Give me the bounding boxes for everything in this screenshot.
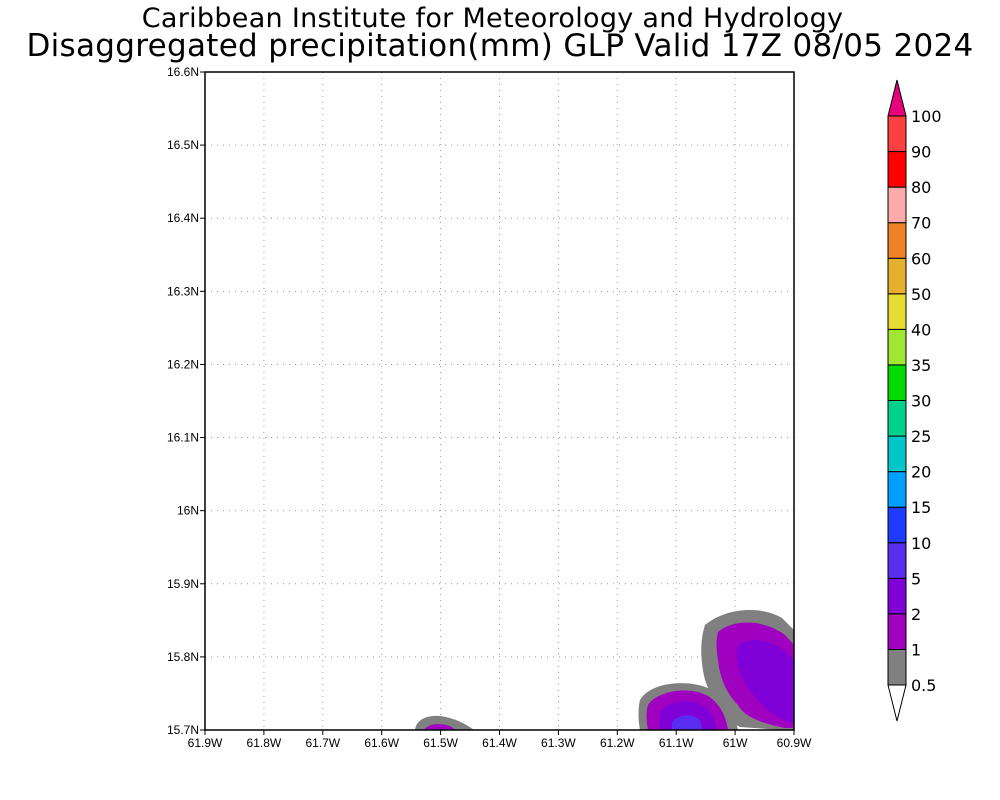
lat-tick-label: 16.5N bbox=[167, 138, 199, 152]
colorbar-swatch bbox=[887, 542, 907, 579]
latitude-tick-labels: 16.6N 16.5N 16.4N 16.3N 16.2N 16.1N 16N 15.9N 15… bbox=[167, 65, 205, 737]
lon-tick-label: 61W bbox=[723, 736, 748, 750]
colorbar-swatch bbox=[887, 186, 907, 224]
lat-tick-label: 15.7N bbox=[167, 723, 199, 737]
precip-contour-1-c bbox=[424, 724, 455, 730]
colorbar-over-triangle bbox=[887, 79, 907, 117]
colorbar-swatch bbox=[887, 471, 907, 508]
map-gridlines bbox=[205, 72, 794, 730]
colorbar-swatch bbox=[887, 257, 907, 295]
colorbar-swatch bbox=[887, 115, 907, 153]
chart-title: Caribbean Institute for Meteorology and … bbox=[141, 3, 844, 34]
colorbar-level-label: 1 bbox=[911, 640, 921, 659]
colorbar-level-label: 35 bbox=[911, 356, 931, 375]
colorbar-swatch bbox=[887, 293, 907, 330]
colorbar-swatch bbox=[887, 400, 907, 437]
colorbar-level-label: 50 bbox=[911, 285, 931, 304]
lat-tick-label: 16N bbox=[177, 504, 199, 518]
lon-tick-label: 60.9W bbox=[777, 736, 812, 750]
colorbar-level-label: 70 bbox=[911, 214, 931, 233]
colorbar-swatch bbox=[887, 613, 907, 650]
colorbar-swatch bbox=[887, 648, 907, 686]
colorbar-level-label: 2 bbox=[911, 605, 921, 624]
precipitation-field bbox=[415, 609, 794, 730]
colorbar-level-label: 90 bbox=[911, 143, 931, 162]
lon-tick-label: 61.1W bbox=[659, 736, 694, 750]
precip-contour-5-b bbox=[672, 715, 703, 730]
lat-tick-label: 16.4N bbox=[167, 211, 199, 225]
colorbar-level-label: 20 bbox=[911, 463, 931, 482]
lat-tick-label: 15.8N bbox=[167, 650, 199, 664]
colorbar-swatch bbox=[887, 328, 907, 366]
colorbar-swatch bbox=[887, 506, 907, 544]
colorbar-swatch bbox=[887, 222, 907, 259]
colorbar-level-label: 10 bbox=[911, 534, 931, 553]
chart-subtitle: Disaggregated precipitation(mm) GLP Vali… bbox=[26, 28, 974, 64]
colorbar-level-label: 60 bbox=[911, 249, 931, 268]
lon-tick-label: 61.8W bbox=[247, 736, 282, 750]
lon-tick-label: 61.5W bbox=[423, 736, 458, 750]
lon-tick-label: 61.7W bbox=[305, 736, 340, 750]
colorbar-level-label: 100 bbox=[911, 107, 942, 126]
lon-tick-label: 61.3W bbox=[541, 736, 576, 750]
colorbar-level-label: 5 bbox=[911, 569, 921, 588]
colorbar-swatch bbox=[887, 435, 907, 473]
lat-tick-label: 16.6N bbox=[167, 65, 199, 79]
colorbar-level-label: 30 bbox=[911, 392, 931, 411]
colorbar-level-label: 15 bbox=[911, 498, 931, 517]
lon-tick-label: 61.2W bbox=[600, 736, 635, 750]
colorbar-swatch bbox=[887, 577, 907, 615]
colorbar-under-triangle bbox=[887, 684, 907, 722]
lon-tick-label: 61.6W bbox=[364, 736, 399, 750]
precip-contour-2 bbox=[736, 640, 794, 724]
lon-tick-label: 61.4W bbox=[482, 736, 517, 750]
colorbar-level-label: 80 bbox=[911, 178, 931, 197]
longitude-tick-labels: 61.9W 61.8W 61.7W 61.6W 61.5W 61.4W 61.3W 61.2W… bbox=[188, 730, 812, 750]
lat-tick-label: 15.9N bbox=[167, 577, 199, 591]
colorbar-swatch bbox=[887, 151, 907, 188]
colorbar-level-label: 40 bbox=[911, 320, 931, 339]
colorbar-level-label: 0.5 bbox=[911, 676, 936, 695]
lat-tick-label: 16.3N bbox=[167, 284, 199, 298]
colorbar-swatch bbox=[887, 364, 907, 401]
lon-tick-label: 61.9W bbox=[188, 736, 223, 750]
lat-tick-label: 16.2N bbox=[167, 357, 199, 371]
lat-tick-label: 16.1N bbox=[167, 431, 199, 445]
colorbar-level-label: 25 bbox=[911, 427, 931, 446]
